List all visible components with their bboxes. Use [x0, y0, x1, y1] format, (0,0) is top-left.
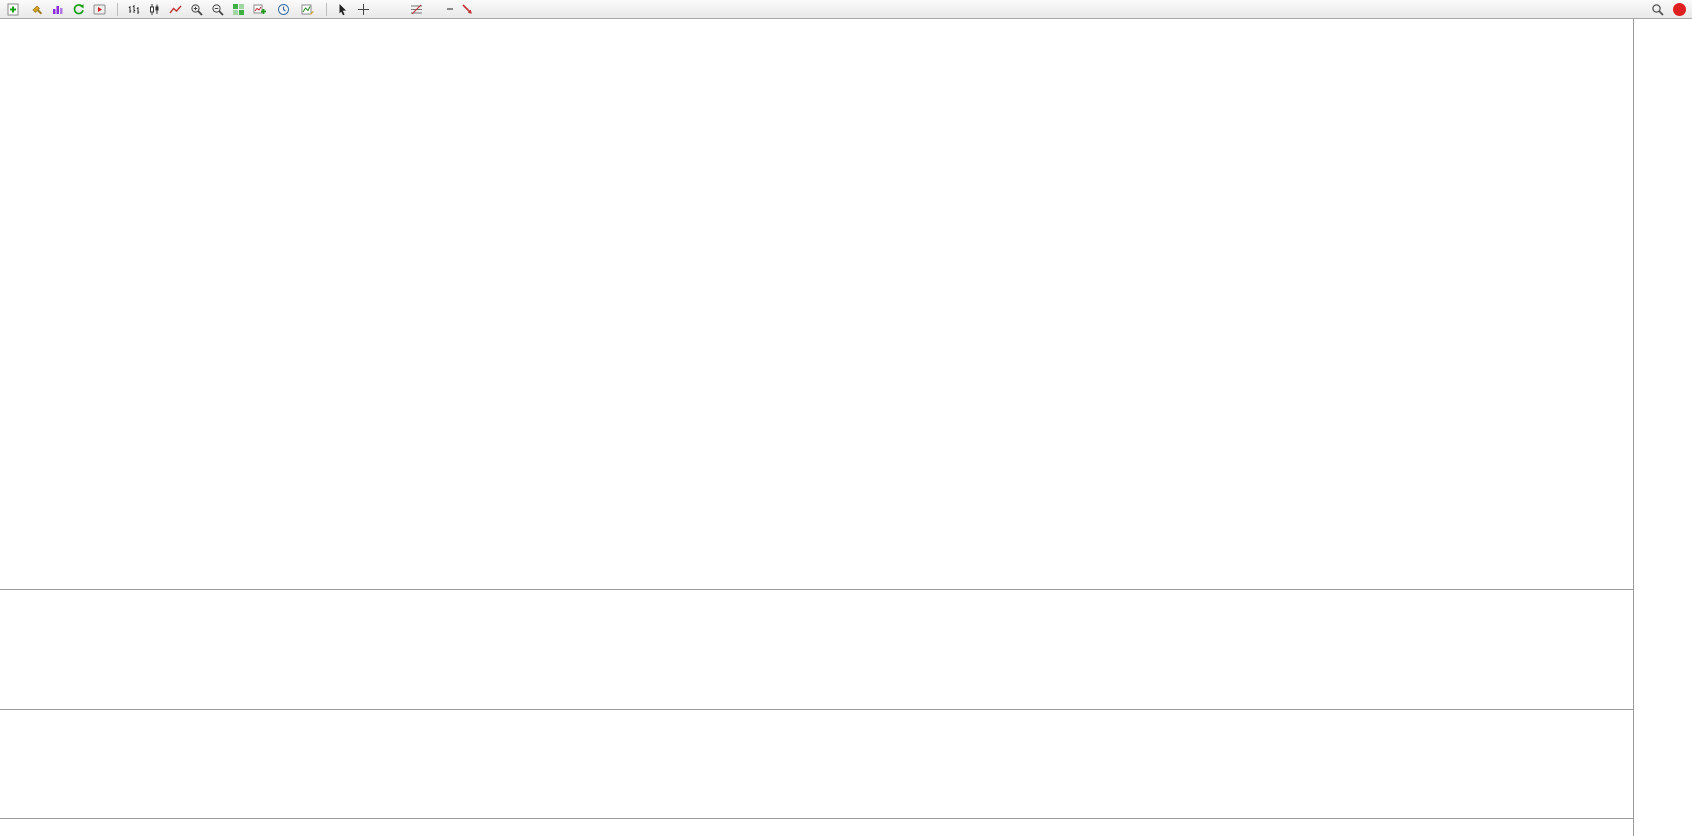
label-tool-icon [447, 8, 453, 10]
refresh-button[interactable] [69, 1, 88, 18]
trendline-tool-button[interactable] [391, 1, 397, 18]
hlevels-tool-button[interactable] [428, 1, 434, 18]
toolbar-separator [326, 2, 327, 16]
market-depth-button[interactable] [48, 1, 67, 18]
toolbar-separator [117, 2, 118, 16]
hline-tool-button[interactable] [383, 1, 389, 18]
new-order-icon [7, 3, 19, 15]
auto-trading-button[interactable] [90, 1, 111, 18]
arrow-tool-icon [462, 3, 472, 14]
label-tool-button[interactable] [444, 1, 456, 18]
candlestick-chart-icon [150, 3, 159, 15]
channel-tool-button[interactable] [399, 1, 405, 18]
tile-windows-button[interactable] [229, 1, 248, 18]
panel-separator [0, 709, 1692, 710]
panel-separator [0, 589, 1692, 590]
fibonacci-tool-button[interactable] [407, 1, 426, 18]
bar-chart-button[interactable] [124, 1, 143, 18]
vline-tool-button[interactable] [375, 1, 381, 18]
add-indicator-icon [253, 4, 266, 14]
zoom-in-icon [191, 3, 203, 16]
search-icon [1652, 3, 1664, 16]
gavel-button[interactable] [27, 1, 46, 18]
fibonacci-icon [411, 4, 422, 14]
zoom-out-icon [212, 3, 224, 16]
search-button[interactable] [1648, 1, 1667, 18]
crosshair-tool-button[interactable] [354, 1, 373, 18]
refresh-icon [73, 3, 84, 14]
panel-separator [0, 818, 1692, 819]
zoom-out-button[interactable] [208, 1, 227, 18]
cursor-tool-button[interactable] [333, 1, 352, 18]
text-tool-button[interactable] [436, 1, 442, 18]
zoom-in-button[interactable] [187, 1, 206, 18]
line-chart-icon [169, 5, 182, 13]
gavel-icon [32, 5, 42, 14]
arrows-tool-button[interactable] [458, 1, 480, 18]
chart-area [0, 19, 1692, 836]
template-icon [301, 4, 314, 15]
new-order-button[interactable] [4, 1, 25, 18]
toolbar [0, 0, 1692, 19]
periods-button[interactable] [274, 1, 296, 18]
line-chart-button[interactable] [166, 1, 185, 18]
notification-badge[interactable] [1673, 2, 1686, 16]
tile-windows-icon [233, 3, 244, 15]
main-price-chart[interactable] [0, 19, 1632, 589]
time-axis[interactable] [0, 819, 1632, 836]
crosshair-icon [358, 3, 369, 15]
add-indicator-button[interactable] [250, 1, 272, 18]
candlestick-chart-button[interactable] [145, 1, 164, 18]
cursor-icon [339, 3, 346, 15]
macd-panel[interactable] [0, 590, 1632, 709]
auto-trading-icon [93, 4, 106, 14]
bar-chart-icon [128, 4, 140, 14]
toolbar-right-group [1648, 1, 1688, 18]
rsi-panel[interactable] [0, 710, 1632, 818]
clock-icon [278, 3, 289, 15]
templates-button[interactable] [298, 1, 320, 18]
market-depth-icon [53, 5, 63, 14]
price-axis[interactable] [1633, 19, 1692, 836]
